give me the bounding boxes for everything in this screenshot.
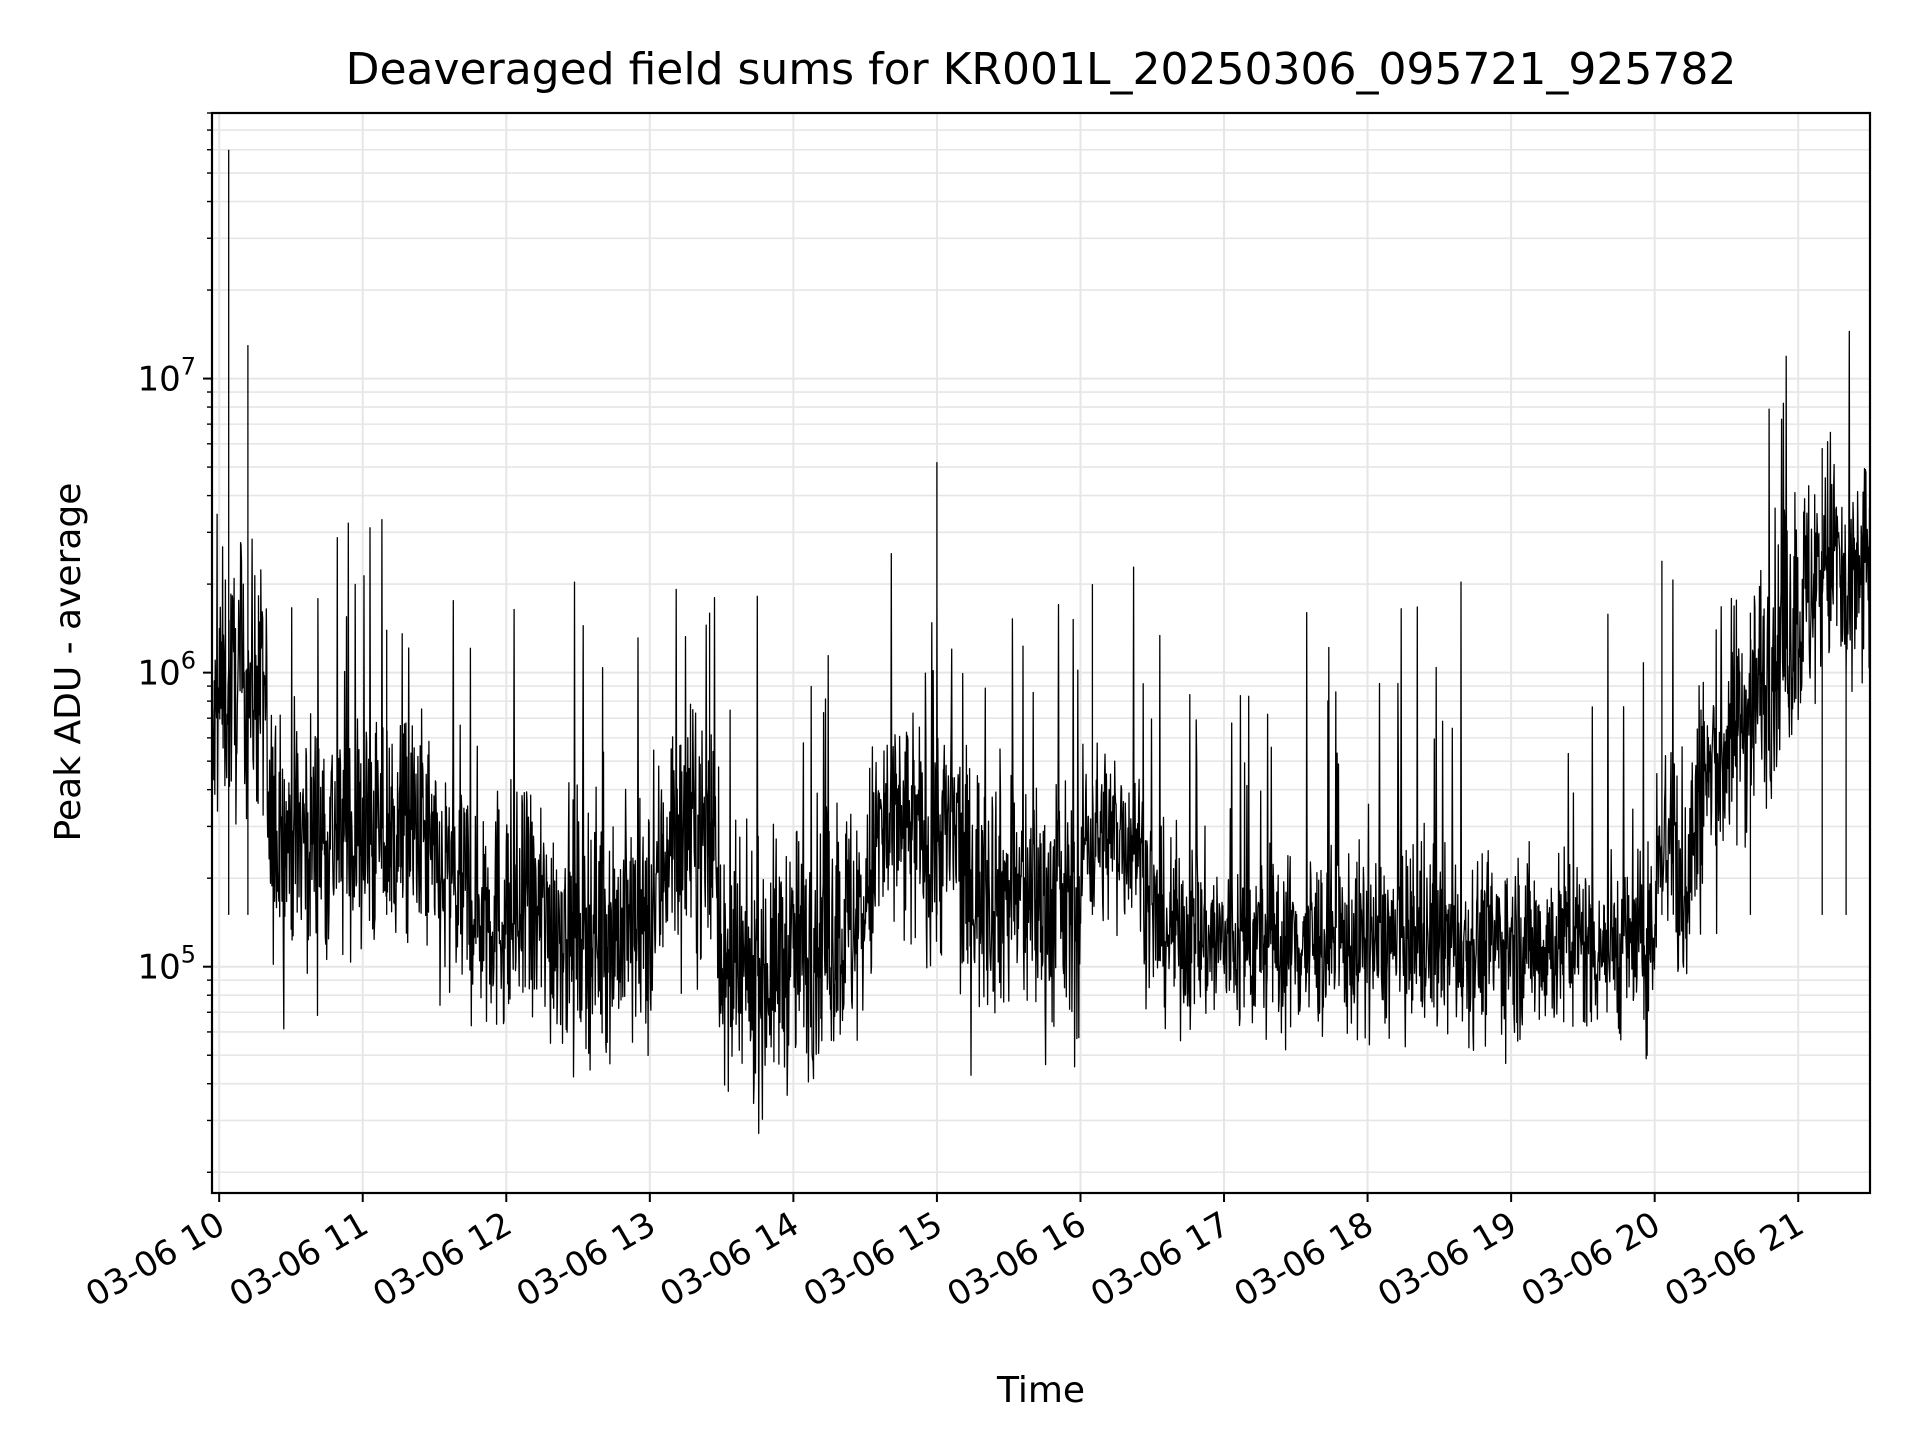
chart-title: Deaveraged field sums for KR001L_2025030… [346,44,1737,95]
y-tick-label: 107 [137,353,196,400]
y-tick-exponent: 6 [181,647,196,675]
series-line [211,149,1871,1135]
y-tick-base: 10 [137,654,180,694]
y-tick-label: 105 [137,941,196,988]
y-tick-label: 106 [137,647,196,694]
y-axis-label: Peak ADU - average [48,483,89,842]
y-tick-exponent: 7 [181,353,196,381]
plot-frame [210,111,1872,1195]
y-tick-base: 10 [137,360,180,400]
y-tick-exponent: 5 [181,941,196,969]
y-tick-base: 10 [137,948,180,988]
x-axis-label: Time [996,1370,1085,1411]
